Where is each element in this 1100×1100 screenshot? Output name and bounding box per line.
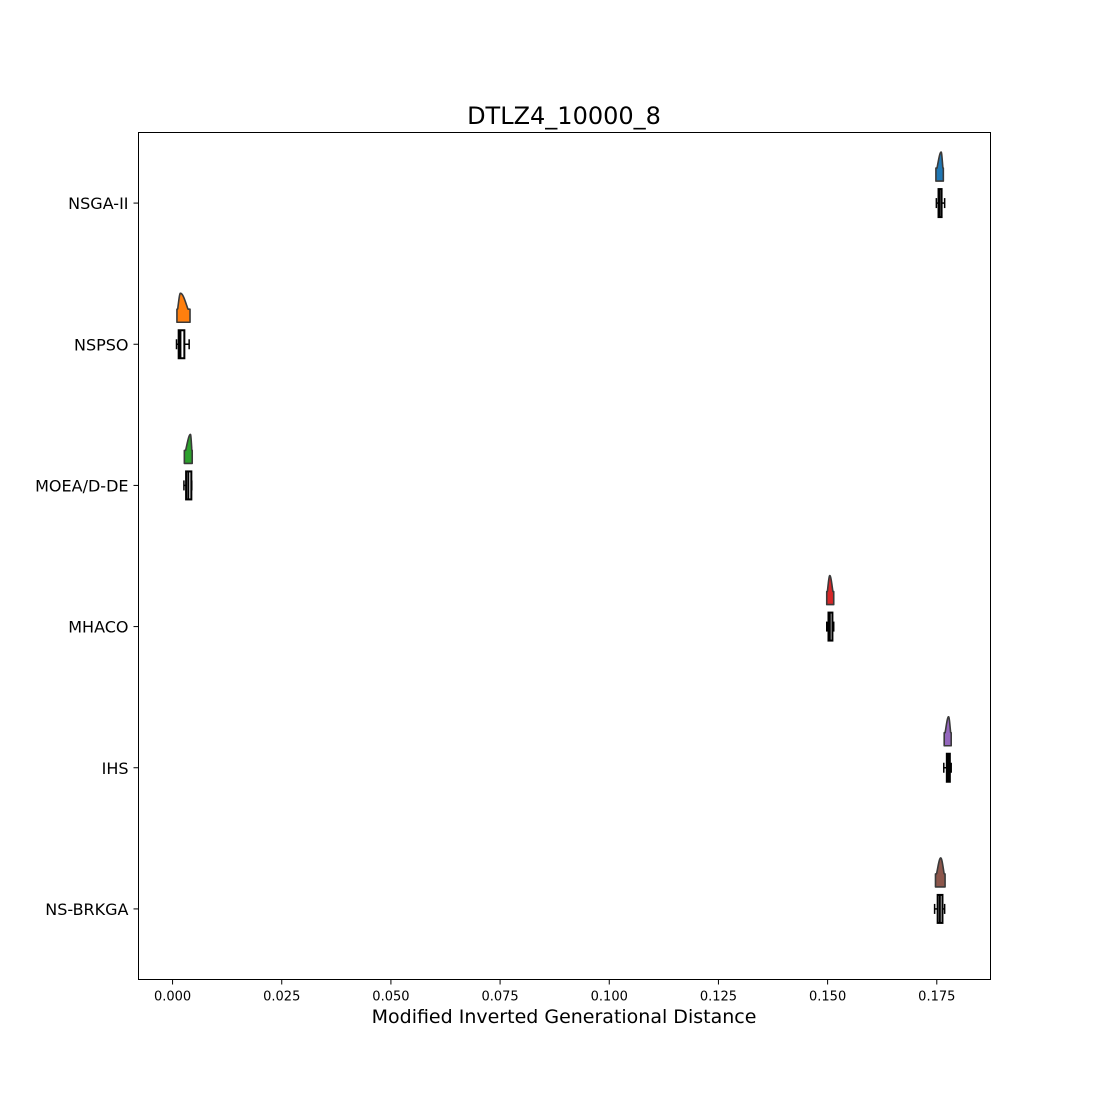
raincloud-group xyxy=(825,574,835,642)
y-tick-label: NSPSO xyxy=(74,335,129,354)
cloud-shape xyxy=(935,151,945,182)
chart-title: DTLZ4_10000_8 xyxy=(467,102,661,130)
y-tick-label: NSGA-II xyxy=(68,194,128,213)
x-axis: 0.000 0.025 0.050 0.075 0.100 0.125 0.150 0.175 xyxy=(154,979,955,1005)
raincloud-group xyxy=(935,151,946,219)
y-tick-label: NS-BRKGA xyxy=(45,900,128,919)
x-tick-label: 0.050 xyxy=(372,990,409,1005)
raincloud-group xyxy=(183,433,194,501)
x-tick-label: 0.150 xyxy=(809,990,846,1005)
cloud-shape xyxy=(943,715,952,747)
x-axis-label: Modified Inverted Generational Distance xyxy=(372,1006,757,1028)
raincloud-group xyxy=(933,857,946,924)
x-tick-label: 0.100 xyxy=(591,990,628,1005)
y-tick-label: IHS xyxy=(102,759,129,778)
box-iqr xyxy=(177,329,186,360)
y-tick-label: MOEA/D-DE xyxy=(35,476,128,495)
y-axis: NSGA-II NSPSO MOEA/D-DE MHACO IHS NS-BRKGA xyxy=(35,194,139,919)
y-tick-label: MHACO xyxy=(68,618,128,637)
x-tick-label: 0.075 xyxy=(481,990,518,1005)
cloud-shape xyxy=(176,292,191,324)
x-tick-label: 0.000 xyxy=(154,990,191,1005)
cloud-shape xyxy=(825,574,835,606)
x-tick-label: 0.025 xyxy=(263,990,300,1005)
plot-marks xyxy=(175,151,952,924)
plot-area-frame xyxy=(138,132,991,980)
x-tick-label: 0.125 xyxy=(700,990,737,1005)
raincloud-group xyxy=(175,292,191,360)
x-tick-label: 0.175 xyxy=(918,990,955,1005)
cloud-shape xyxy=(934,857,946,888)
raincloud-group xyxy=(943,715,952,783)
cloud-shape xyxy=(183,433,194,465)
